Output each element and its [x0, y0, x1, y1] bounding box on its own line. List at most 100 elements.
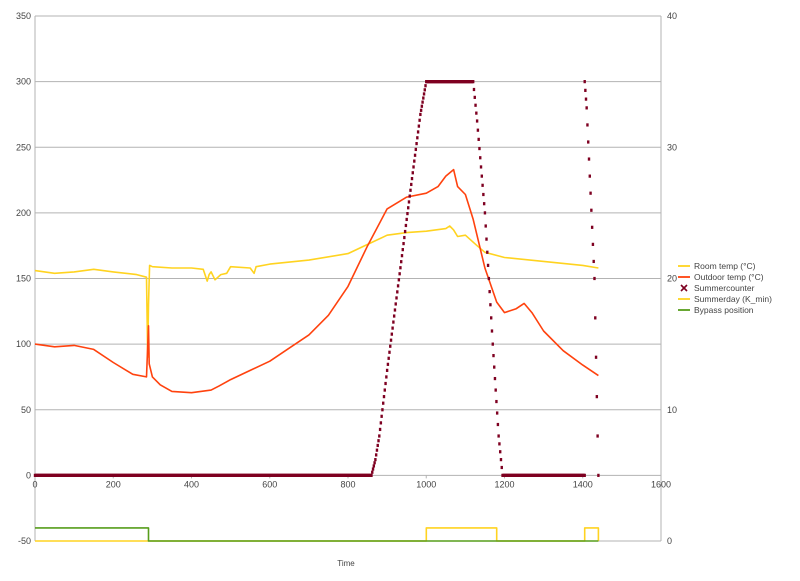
summercounter-point: [494, 388, 497, 392]
summercounter-point: [407, 206, 410, 210]
summercounter-point: [400, 260, 403, 264]
summercounter-point: [489, 316, 493, 320]
summercounter-point: [413, 153, 417, 157]
x-tick-label: 1200: [494, 479, 514, 489]
summercounter-point: [391, 326, 394, 330]
summercounter-point: [378, 434, 381, 438]
summercounter-point: [424, 84, 427, 88]
summercounter-point: [405, 217, 408, 222]
summercounter-point: [397, 278, 401, 282]
summercounter-point: [395, 296, 398, 300]
summercounter-point: [400, 254, 404, 258]
summercounter-point: [407, 200, 411, 204]
summercounter-point: [498, 450, 502, 454]
summercounter-point: [485, 237, 488, 241]
series-area: [33, 80, 600, 542]
y-right-tick-label: 20: [667, 274, 677, 284]
summercounter-point: [377, 439, 380, 443]
x-tick-label: 600: [262, 479, 277, 489]
summercounter-point: [590, 208, 593, 212]
legend-item: Room temp (°C): [678, 261, 756, 271]
summercounter-point: [586, 123, 589, 127]
legend-label: Summerday (K_min): [694, 294, 772, 304]
summercounter-point: [416, 130, 420, 134]
summercounter-point: [374, 453, 378, 457]
summercounter-point: [587, 140, 590, 144]
summercounter-point: [583, 80, 586, 84]
summercounter-point: [389, 344, 392, 348]
summercounter-point: [416, 136, 419, 140]
y-left-tick-label: 150: [16, 274, 31, 284]
summercounter-point: [402, 241, 405, 246]
summercounter-point: [385, 375, 388, 379]
summercounter-point: [374, 458, 377, 462]
summercounter-point: [412, 165, 415, 169]
summercounter-point: [385, 368, 389, 372]
summercounter-point: [584, 97, 588, 101]
summercounter-point: [381, 408, 384, 412]
summercounter-point: [482, 202, 486, 206]
summercounter-point: [594, 355, 598, 359]
summercounter-point: [493, 365, 496, 369]
summercounter-point: [596, 434, 599, 438]
summercounter-point: [500, 465, 503, 470]
summercounter-point: [585, 106, 588, 110]
summercounter-point: [597, 473, 600, 477]
summercounter-point: [592, 259, 595, 264]
summercounter-point: [422, 96, 425, 100]
summercounter-point: [486, 250, 489, 254]
summercounter-point: [474, 103, 477, 107]
series-0: [34, 225, 599, 359]
x-tick-label: 1400: [573, 479, 593, 489]
y-right-tick-label: 40: [667, 11, 677, 21]
summercounter-point: [478, 146, 481, 151]
summercounter-point: [410, 182, 413, 187]
x-tick-label: 800: [340, 479, 355, 489]
grid-lines: [35, 15, 661, 542]
y-left-tick-label: 200: [16, 208, 31, 218]
legend-label: Outdoor temp (°C): [694, 272, 764, 282]
y-left-tick-label: 50: [21, 405, 31, 415]
legend-item: Bypass position: [678, 305, 754, 315]
summercounter-point: [491, 342, 494, 346]
summercounter-point: [422, 92, 426, 96]
summercounter-point: [372, 464, 376, 468]
summercounter-point: [497, 434, 500, 438]
summercounter-point: [584, 88, 587, 92]
summercounter-point: [477, 137, 480, 141]
summercounter-point: [595, 395, 599, 399]
series-2: [33, 80, 600, 477]
x-tick-label: 1000: [416, 479, 436, 489]
summercounter-point: [593, 276, 596, 281]
legend: Room temp (°C)Outdoor temp (°C)Summercou…: [678, 261, 772, 315]
legend-x-marker: [680, 284, 688, 292]
summercounter-point: [409, 188, 412, 192]
summercounter-point: [387, 356, 390, 360]
summercounter-point: [475, 111, 478, 115]
summercounter-point: [476, 128, 480, 132]
summercounter-point: [473, 95, 476, 99]
legend-label: Room temp (°C): [694, 261, 756, 271]
summercounter-point: [415, 142, 418, 146]
legend-label: Bypass position: [694, 305, 754, 315]
y-left-tick-label: 350: [16, 11, 31, 21]
y-left-tick-label: 300: [16, 77, 31, 87]
summercounter-point: [496, 422, 500, 427]
summercounter-point: [498, 442, 501, 446]
series-line-4: [35, 527, 599, 542]
summercounter-point: [413, 159, 416, 163]
summercounter-point: [486, 263, 490, 267]
summercounter-point: [371, 470, 374, 474]
summercounter-point: [487, 276, 491, 281]
series-3: [35, 527, 600, 542]
summercounter-point: [392, 314, 396, 318]
y-left-tick-label: 0: [26, 470, 31, 480]
summercounter-point: [495, 399, 498, 404]
summercounter-point: [420, 104, 424, 108]
summercounter-point: [392, 320, 395, 324]
summercounter-point: [380, 414, 383, 418]
y-left-tick-label: 100: [16, 339, 31, 349]
summercounter-point: [483, 211, 487, 215]
